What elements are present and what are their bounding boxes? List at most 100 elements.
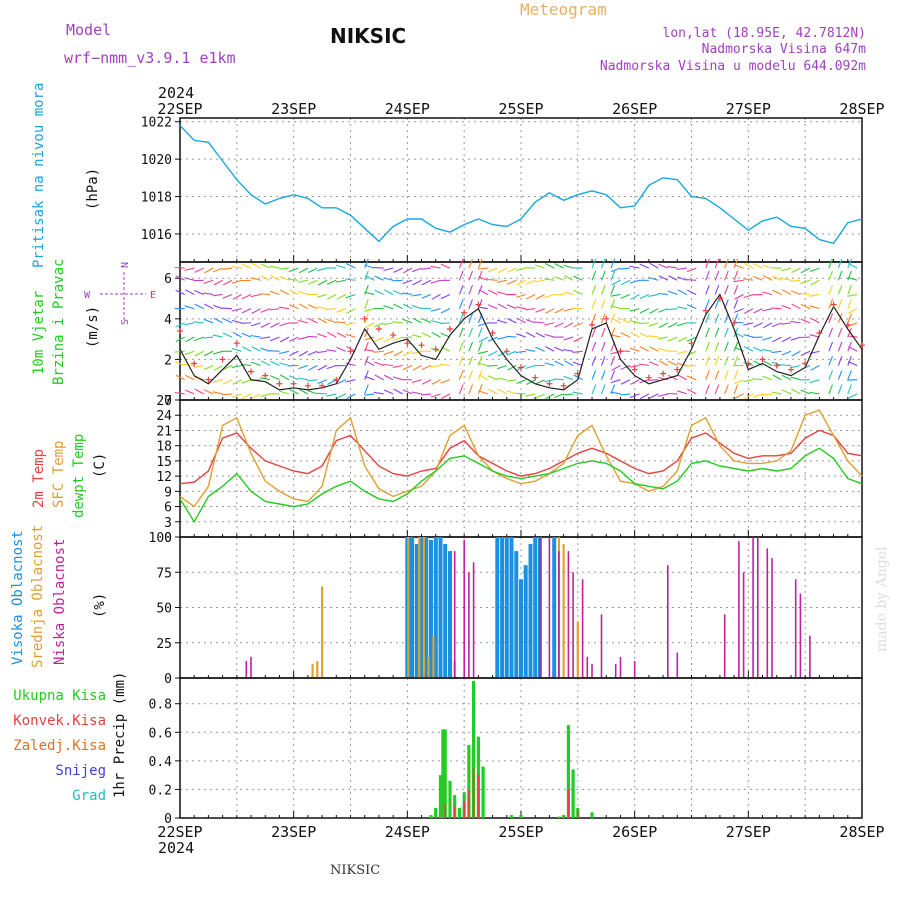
wind-barb (279, 362, 290, 367)
temp-ylabel-2: SFC Temp (51, 441, 67, 508)
wind-barb (629, 320, 640, 324)
total-rain-bar (438, 775, 443, 818)
wind-barb (174, 391, 185, 395)
wind-barb (477, 267, 488, 270)
wind-gust-marker (603, 315, 610, 322)
wind-barb (677, 322, 687, 327)
wind-barb (440, 332, 451, 338)
wind-barb (478, 289, 489, 295)
top-date-label: 23SEP (271, 100, 316, 118)
wind-barb (440, 393, 451, 400)
wind-barb (800, 279, 811, 285)
wind-barb (327, 293, 337, 300)
wind-barb (222, 318, 233, 324)
wind-barb (564, 360, 574, 366)
total-rain-bar (448, 780, 452, 818)
bottom-date-label: 22SEP (157, 823, 202, 841)
wind-barb (487, 364, 498, 367)
wind-barb (430, 393, 441, 398)
wind-barb (554, 263, 564, 269)
cloud-low-bar (463, 539, 465, 678)
wind-barb (458, 355, 464, 366)
wind-barb (365, 275, 375, 281)
wind-barb (733, 285, 739, 295)
wind-gust-marker (390, 332, 397, 339)
wind-barb (526, 379, 536, 385)
wind-barb (231, 265, 242, 269)
wind-barb (649, 308, 659, 314)
cloud-high-bar (424, 537, 429, 678)
wind-barb (734, 293, 744, 300)
precip-panel: 0 0.2 0.4 0.6 0.8 (149, 677, 863, 827)
total-rain-bar (557, 816, 561, 818)
wind-barb (297, 279, 308, 283)
wind-barb (515, 350, 526, 354)
wind-barb (526, 331, 536, 338)
wind-barb (317, 365, 328, 371)
wind-barb (790, 290, 801, 295)
wind-barb (430, 265, 441, 269)
wind-barb (393, 303, 403, 310)
wind-barb (402, 350, 413, 357)
wind-gust-marker (333, 376, 340, 383)
wind-barb (591, 370, 597, 380)
cloud-mid-bar (311, 663, 314, 678)
wind-barb (402, 292, 413, 296)
wind-barb (705, 270, 710, 281)
wind-barb (336, 293, 347, 300)
wind-speed-line (179, 293, 863, 391)
wind-barb (316, 350, 327, 354)
wind-barb (345, 333, 356, 338)
wind-barb (733, 341, 739, 352)
wind-gust-marker (645, 374, 652, 381)
wind-barb (488, 350, 498, 357)
y-tick-label: 21 (156, 424, 172, 439)
total-rain-bar (457, 808, 461, 818)
wind-gust-marker (446, 325, 453, 332)
wind-gust-marker (503, 348, 510, 355)
wind-barb (384, 289, 394, 295)
wind-barb (336, 308, 346, 313)
wind-barb (658, 263, 669, 269)
wind-barb (724, 370, 729, 380)
conv-rain-bar (472, 768, 475, 818)
wind-barb (790, 376, 801, 381)
cloud-low-bar (468, 572, 470, 679)
wind-barb (620, 293, 631, 299)
wind-barb (686, 364, 697, 367)
cloud-ylabel-1: Visoka Oblacnost (10, 530, 26, 665)
wind-barb (828, 327, 834, 338)
wind-barb (326, 308, 337, 311)
wind-gust-marker (233, 340, 240, 347)
wind-barb (733, 270, 739, 281)
total-rain-bar (429, 815, 433, 818)
wind-barb (809, 293, 820, 297)
wind-barb (762, 349, 773, 352)
wind-barb (402, 318, 413, 324)
wind-barb (468, 270, 474, 281)
wind-barb (563, 291, 574, 296)
y-tick-label: 0.6 (149, 726, 172, 741)
wind-barb (554, 275, 564, 281)
wind-barb (326, 364, 337, 370)
wind-barb (298, 303, 309, 310)
wind-barb (705, 299, 710, 309)
cloud-high-bar (514, 551, 519, 678)
cloud-mid-bar (321, 586, 324, 678)
wind-barb (393, 336, 403, 341)
wind-barb (477, 306, 488, 310)
cloud-high-bar (533, 537, 538, 678)
wind-barb (714, 284, 720, 295)
total-rain-bar (571, 769, 575, 818)
y-tick-label: 1018 (141, 191, 172, 206)
cloud-low-bar (742, 572, 745, 679)
wind-barb (714, 341, 720, 352)
temp2m-line (179, 429, 863, 485)
wind-barb (828, 370, 834, 380)
wind-gust-marker (787, 366, 794, 373)
wind-barb (345, 362, 356, 367)
cloud-high-bar (443, 544, 448, 678)
wind-barb (753, 322, 763, 328)
top-date-label: 22SEP (157, 100, 202, 118)
wind-barb (601, 258, 606, 269)
